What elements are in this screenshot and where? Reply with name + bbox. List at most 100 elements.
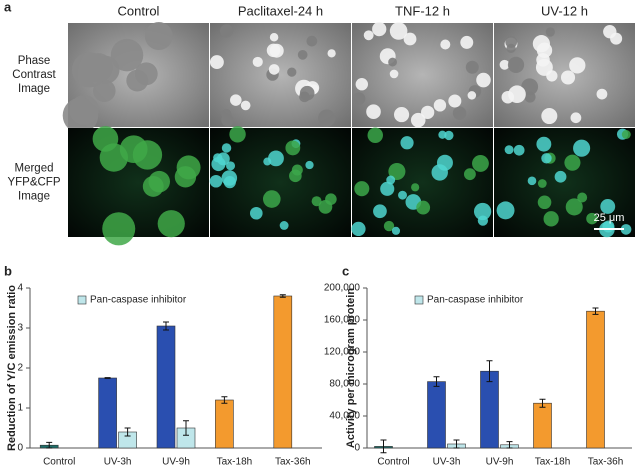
cell: [352, 92, 366, 105]
y-tick-label: 120,000: [324, 347, 361, 358]
bar: [427, 381, 446, 449]
cell: [460, 35, 474, 49]
cell: [83, 53, 113, 82]
error-bar: [486, 360, 493, 383]
cell: [110, 38, 144, 72]
x-tick-label: UV-3h: [433, 457, 461, 468]
error-bar: [279, 294, 286, 298]
y-tick-label: 160,000: [324, 315, 361, 326]
y-tick-label: 40,000: [329, 411, 360, 422]
cell: [388, 57, 397, 67]
cell: [226, 161, 236, 171]
error-bar: [506, 441, 513, 449]
x-tick-label: UV-9h: [162, 457, 190, 468]
row-label: Image: [18, 191, 50, 203]
cell: [444, 130, 454, 141]
cell: [252, 56, 263, 67]
cell: [527, 176, 537, 186]
cell: [306, 35, 318, 47]
x-tick-label: Tax-18h: [535, 457, 571, 468]
error-bar: [433, 376, 440, 387]
cell: [268, 150, 284, 167]
cell: [452, 106, 467, 120]
cell: [318, 109, 336, 127]
cell: [532, 35, 551, 53]
cell: [536, 136, 552, 152]
cell: [269, 43, 284, 58]
cell: [565, 198, 583, 216]
bar: [533, 402, 552, 449]
cell: [285, 140, 301, 156]
cell: [148, 170, 171, 193]
cell: [157, 210, 185, 238]
x-tick-label: UV-3h: [104, 457, 132, 468]
cell: [621, 130, 631, 139]
legend-label: Pan-caspase inhibitor: [427, 295, 524, 306]
cell: [297, 49, 308, 60]
cell: [144, 22, 173, 51]
cell: [620, 224, 632, 235]
cell: [577, 192, 588, 203]
x-tick-label: Control: [377, 457, 409, 468]
column-header: Paclitaxel-24 h: [238, 3, 323, 18]
error-bar: [46, 441, 53, 449]
cell: [421, 105, 435, 119]
cell: [600, 199, 616, 214]
y-tick-label: 0: [17, 443, 23, 454]
cell: [436, 154, 453, 171]
cell: [473, 202, 492, 221]
cell: [240, 100, 251, 111]
row-label: Phase: [18, 55, 51, 67]
y-tick-label: 2: [17, 363, 23, 374]
cell: [472, 155, 489, 172]
cell: [134, 62, 158, 86]
cell: [383, 220, 395, 232]
cell: [541, 153, 552, 164]
cell: [586, 212, 598, 225]
cell: [403, 32, 417, 46]
cell: [513, 144, 525, 156]
cell: [560, 70, 576, 85]
cell: [354, 181, 370, 197]
cell: [221, 143, 232, 153]
cell: [355, 78, 369, 91]
bar: [98, 377, 117, 449]
error-bar: [183, 420, 189, 436]
cell: [367, 127, 383, 143]
cell: [268, 64, 280, 75]
error-bar: [104, 377, 111, 379]
panel-label: b: [4, 263, 12, 278]
cell: [325, 193, 337, 205]
cell: [221, 170, 238, 186]
cell: [99, 143, 129, 172]
x-tick-label: Control: [43, 457, 75, 468]
cell: [230, 94, 242, 106]
cell: [541, 108, 558, 125]
legend-swatch: [414, 295, 424, 305]
y-tick-label: 200,000: [324, 283, 361, 294]
column-header: TNF-12 h: [395, 3, 450, 18]
cell: [504, 145, 514, 155]
cell: [262, 190, 281, 208]
cell: [209, 55, 224, 70]
cell: [221, 113, 234, 127]
cell: [543, 211, 559, 227]
y-tick-label: 4: [17, 283, 23, 294]
cell: [93, 79, 116, 103]
cell: [465, 60, 479, 74]
cell: [327, 49, 336, 58]
error-bar: [163, 321, 169, 331]
y-tick-label: 0: [354, 443, 360, 454]
error-bar: [539, 398, 546, 408]
cell: [507, 56, 525, 74]
cell: [554, 170, 567, 183]
column-header: Control: [118, 3, 160, 18]
bar: [586, 310, 605, 449]
cell: [373, 204, 387, 219]
cell: [391, 226, 401, 235]
cell: [603, 24, 617, 39]
cell: [545, 27, 555, 37]
bar: [156, 325, 176, 449]
cell: [132, 140, 163, 170]
